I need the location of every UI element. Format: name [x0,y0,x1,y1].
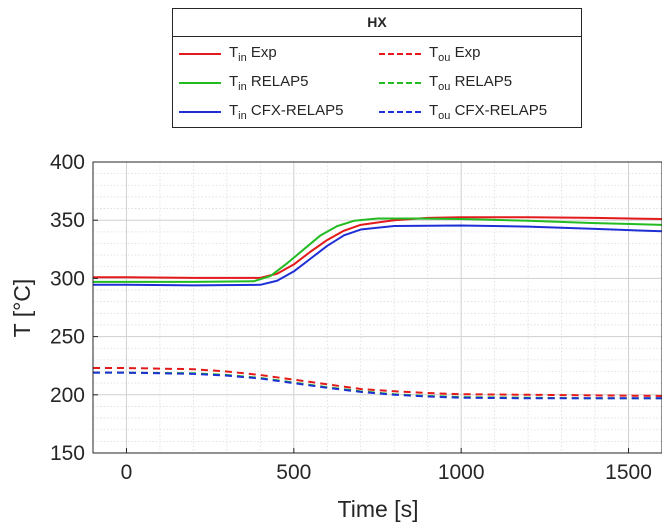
legend-title: HX [173,9,581,37]
y-tick-label: 200 [50,384,85,407]
legend-swatch [379,53,421,55]
legend-label: Tou Exp [429,44,481,64]
legend-swatch [179,82,221,84]
y-tick-label: 350 [50,209,85,232]
y-axis-label: T [°C] [9,279,35,338]
legend-item: Tin Exp [179,43,277,65]
series-line-3 [93,367,662,397]
y-tick-label: 250 [50,326,85,349]
legend: HX Tin Exp Tin RELAP5 Tin CFX-RELAP5 Tou Ex… [172,8,582,128]
minor-grid [92,162,662,453]
y-axis-ticks: 150 200 250 300 350 400 [50,151,98,465]
legend-item: Tin CFX-RELAP5 [179,101,343,123]
x-axis-label: Time [s] [338,496,419,522]
series-lines [93,216,662,400]
plot-frame [92,161,662,454]
series-line-0 [93,216,662,279]
y-tick-label: 400 [50,151,85,174]
legend-label: Tou CFX-RELAP5 [429,102,548,122]
y-tick-label: 150 [50,442,85,465]
legend-label: Tin RELAP5 [229,73,309,93]
series-line-1 [93,217,662,283]
legend-entries: Tin Exp Tin RELAP5 Tin CFX-RELAP5 Tou Exp To… [173,37,581,129]
legend-swatch [179,53,221,55]
legend-swatch [379,111,421,113]
y-tick-label: 300 [50,267,85,290]
x-tick-label: 0 [121,461,133,484]
x-tick-label: 1500 [605,461,652,484]
legend-swatch [179,111,221,113]
legend-item: Tin RELAP5 [179,72,308,94]
legend-item: Tou CFX-RELAP5 [379,101,547,123]
x-axis-ticks: 0 500 1000 1500 [121,448,652,484]
legend-label: Tin CFX-RELAP5 [229,102,344,122]
legend-label: Tin Exp [229,44,277,64]
series-line-5 [93,371,662,400]
major-grid [93,161,662,454]
legend-swatch [379,82,421,84]
legend-item: Tou Exp [379,43,480,65]
x-tick-label: 500 [276,461,311,484]
x-tick-label: 1000 [438,461,485,484]
series-line-2 [93,224,662,287]
legend-item: Tou RELAP5 [379,72,512,94]
legend-label: Tou RELAP5 [429,73,513,93]
